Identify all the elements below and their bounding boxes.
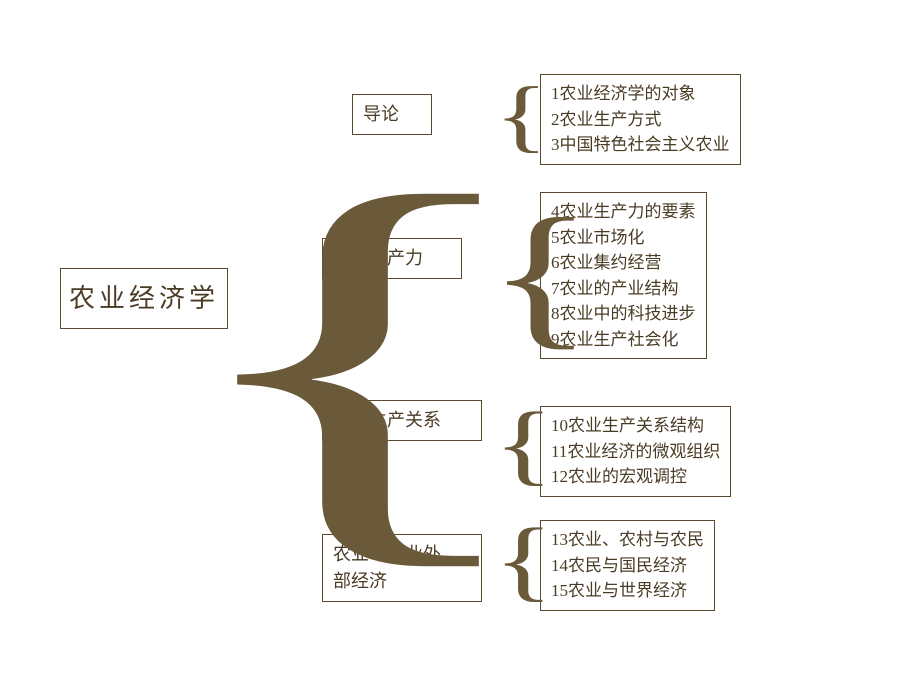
brace-2: {: [487, 194, 595, 354]
detail-box-0: 1农业经济学的对象 2农业生产方式 3中国特色社会主义农业: [540, 74, 741, 165]
brace-4: {: [493, 516, 553, 606]
brace-1: {: [494, 76, 548, 156]
detail-box-2: 10农业生产关系结构 11农业经济的微观组织 12农业的宏观调控: [540, 406, 731, 497]
detail-box-3: 13农业、农村与农民 14农民与国民经济 15农业与世界经济: [540, 520, 715, 611]
brace-3: {: [493, 400, 553, 490]
